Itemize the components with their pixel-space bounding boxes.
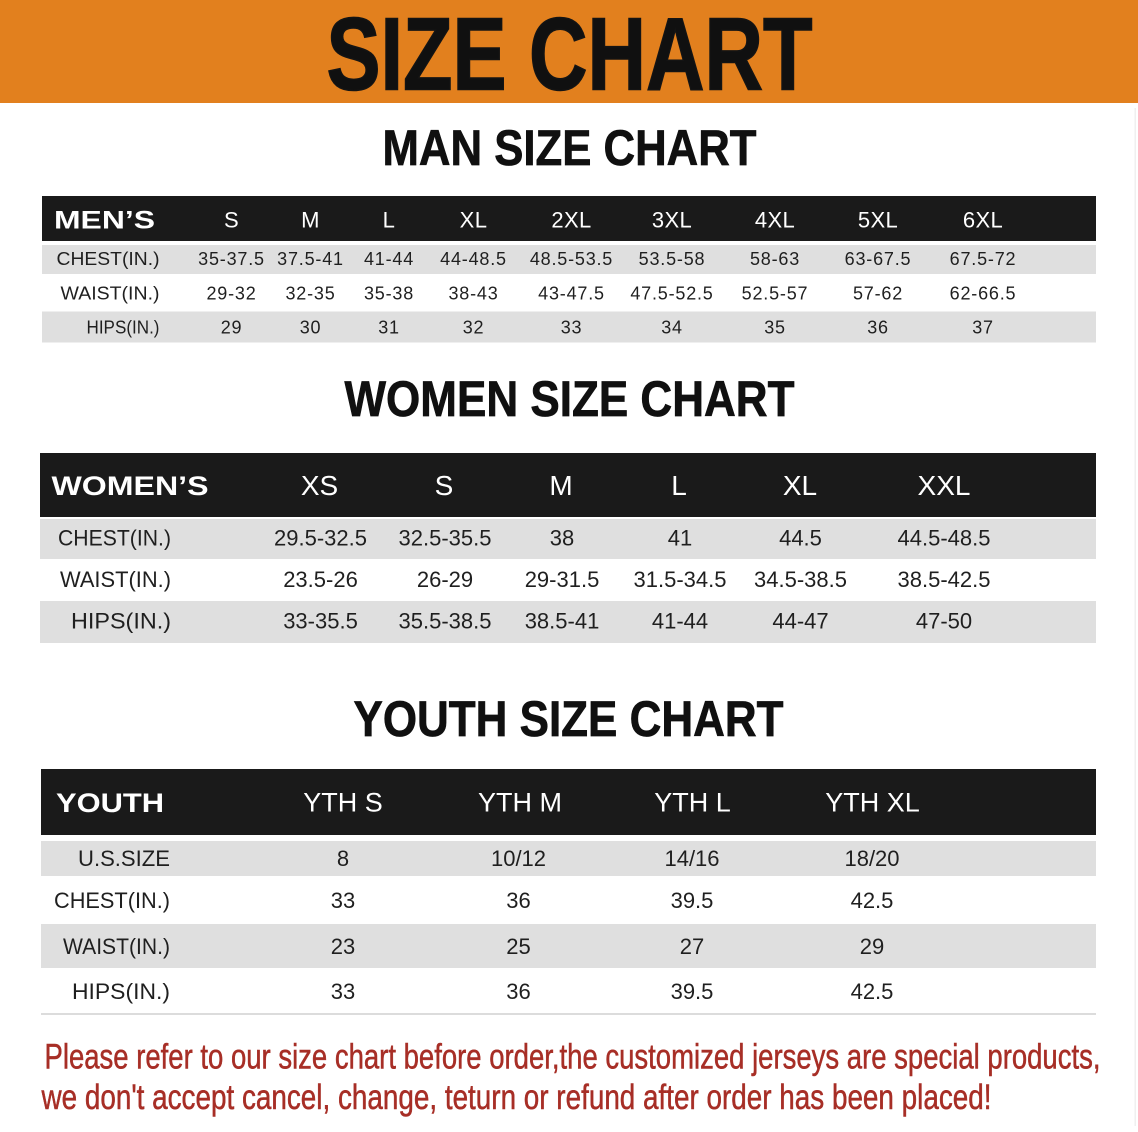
svg-text:36: 36	[867, 318, 889, 338]
svg-text:41: 41	[668, 526, 692, 551]
svg-text:39.5: 39.5	[671, 888, 714, 913]
svg-text:35-38: 35-38	[364, 284, 414, 304]
svg-text:XL: XL	[460, 208, 488, 233]
svg-text:47-50: 47-50	[916, 609, 972, 634]
svg-text:CHEST(IN.): CHEST(IN.)	[58, 526, 171, 551]
svg-text:33: 33	[331, 888, 355, 913]
svg-text:WAIST(IN.): WAIST(IN.)	[61, 284, 160, 304]
svg-text:6XL: 6XL	[963, 208, 1003, 233]
svg-text:25: 25	[506, 934, 530, 959]
svg-text:23: 23	[331, 934, 355, 959]
svg-text:S: S	[224, 208, 239, 233]
svg-text:48.5-53.5: 48.5-53.5	[530, 249, 613, 269]
svg-text:18/20: 18/20	[844, 846, 899, 871]
svg-text:27: 27	[680, 934, 704, 959]
svg-text:YTH XL: YTH XL	[825, 788, 920, 818]
svg-text:CHEST(IN.): CHEST(IN.)	[57, 249, 160, 269]
svg-text:L: L	[383, 208, 396, 233]
svg-text:35.5-38.5: 35.5-38.5	[399, 609, 492, 634]
svg-text:29.5-32.5: 29.5-32.5	[274, 526, 367, 551]
svg-text:36: 36	[506, 888, 530, 913]
svg-text:HIPS(IN.): HIPS(IN.)	[72, 979, 170, 1004]
svg-text:XL: XL	[783, 470, 817, 501]
svg-text:XXL: XXL	[918, 470, 971, 501]
svg-text:39.5: 39.5	[671, 979, 714, 1004]
svg-text:30: 30	[300, 318, 322, 338]
svg-text:41-44: 41-44	[364, 249, 414, 269]
svg-text:52.5-57: 52.5-57	[742, 284, 809, 304]
svg-text:41-44: 41-44	[652, 609, 708, 634]
svg-text:MAN SIZE CHART: MAN SIZE CHART	[383, 120, 757, 176]
svg-text:43-47.5: 43-47.5	[538, 284, 605, 304]
svg-text:33: 33	[561, 318, 583, 338]
svg-text:8: 8	[337, 846, 349, 871]
svg-text:2XL: 2XL	[551, 208, 591, 233]
svg-text:33: 33	[331, 979, 355, 1004]
svg-text:YTH L: YTH L	[654, 788, 731, 818]
svg-text:5XL: 5XL	[858, 208, 898, 233]
svg-text:14/16: 14/16	[664, 846, 719, 871]
svg-text:WAIST(IN.): WAIST(IN.)	[60, 567, 171, 592]
svg-text:29: 29	[860, 934, 884, 959]
svg-text:67.5-72: 67.5-72	[950, 249, 1017, 269]
svg-text:42.5: 42.5	[851, 888, 894, 913]
svg-text:42.5: 42.5	[851, 979, 894, 1004]
svg-text:3XL: 3XL	[652, 208, 692, 233]
svg-text:HIPS(IN.): HIPS(IN.)	[87, 318, 160, 338]
svg-text:SIZE CHART: SIZE CHART	[327, 0, 813, 112]
svg-text:YTH M: YTH M	[478, 788, 562, 818]
svg-text:WOMEN SIZE CHART: WOMEN SIZE CHART	[345, 371, 795, 427]
svg-text:44-47: 44-47	[772, 609, 828, 634]
svg-text:XS: XS	[301, 470, 338, 501]
svg-text:32.5-35.5: 32.5-35.5	[399, 526, 492, 551]
svg-text:YOUTH SIZE CHART: YOUTH SIZE CHART	[354, 691, 784, 747]
svg-text:34.5-38.5: 34.5-38.5	[754, 567, 847, 592]
svg-text:M: M	[301, 208, 320, 233]
svg-text:U.S.SIZE: U.S.SIZE	[78, 846, 170, 871]
svg-text:37.5-41: 37.5-41	[277, 249, 344, 269]
svg-text:62-66.5: 62-66.5	[950, 284, 1017, 304]
svg-text:31.5-34.5: 31.5-34.5	[634, 567, 727, 592]
svg-text:38-43: 38-43	[448, 284, 498, 304]
svg-text:38.5-41: 38.5-41	[525, 609, 600, 634]
svg-text:38: 38	[550, 526, 574, 551]
svg-text:47.5-52.5: 47.5-52.5	[630, 284, 713, 304]
svg-text:57-62: 57-62	[853, 284, 903, 304]
svg-text:YTH S: YTH S	[303, 788, 383, 818]
svg-text:HIPS(IN.): HIPS(IN.)	[71, 609, 171, 634]
svg-text:WOMEN’S: WOMEN’S	[52, 471, 209, 501]
svg-text:S: S	[435, 470, 454, 501]
svg-text:33-35.5: 33-35.5	[283, 609, 358, 634]
svg-text:58-63: 58-63	[750, 249, 800, 269]
svg-text:we don't accept cancel, change: we don't accept cancel, change, teturn o…	[41, 1078, 992, 1117]
svg-text:10/12: 10/12	[491, 846, 546, 871]
svg-text:23.5-26: 23.5-26	[283, 567, 358, 592]
svg-text:26-29: 26-29	[417, 567, 473, 592]
svg-text:4XL: 4XL	[755, 208, 795, 233]
svg-text:29-32: 29-32	[206, 284, 256, 304]
svg-text:44.5-48.5: 44.5-48.5	[898, 526, 991, 551]
svg-text:L: L	[671, 470, 687, 501]
svg-text:38.5-42.5: 38.5-42.5	[898, 567, 991, 592]
svg-text:31: 31	[378, 318, 400, 338]
svg-text:35: 35	[764, 318, 786, 338]
svg-text:29: 29	[221, 318, 243, 338]
svg-text:32: 32	[463, 318, 485, 338]
svg-text:MEN’S: MEN’S	[54, 206, 155, 234]
svg-text:35-37.5: 35-37.5	[198, 249, 265, 269]
svg-text:Please refer to our size chart: Please refer to our size chart before or…	[45, 1037, 1101, 1076]
svg-text:CHEST(IN.): CHEST(IN.)	[54, 888, 170, 913]
svg-text:M: M	[549, 470, 572, 501]
svg-text:44-48.5: 44-48.5	[440, 249, 507, 269]
svg-text:63-67.5: 63-67.5	[845, 249, 912, 269]
svg-text:44.5: 44.5	[779, 526, 822, 551]
svg-text:YOUTH: YOUTH	[56, 788, 164, 818]
svg-text:29-31.5: 29-31.5	[525, 567, 600, 592]
svg-text:WAIST(IN.): WAIST(IN.)	[63, 934, 170, 959]
svg-text:34: 34	[661, 318, 683, 338]
svg-text:53.5-58: 53.5-58	[639, 249, 706, 269]
svg-text:36: 36	[506, 979, 530, 1004]
svg-text:32-35: 32-35	[285, 284, 335, 304]
svg-text:37: 37	[972, 318, 994, 338]
